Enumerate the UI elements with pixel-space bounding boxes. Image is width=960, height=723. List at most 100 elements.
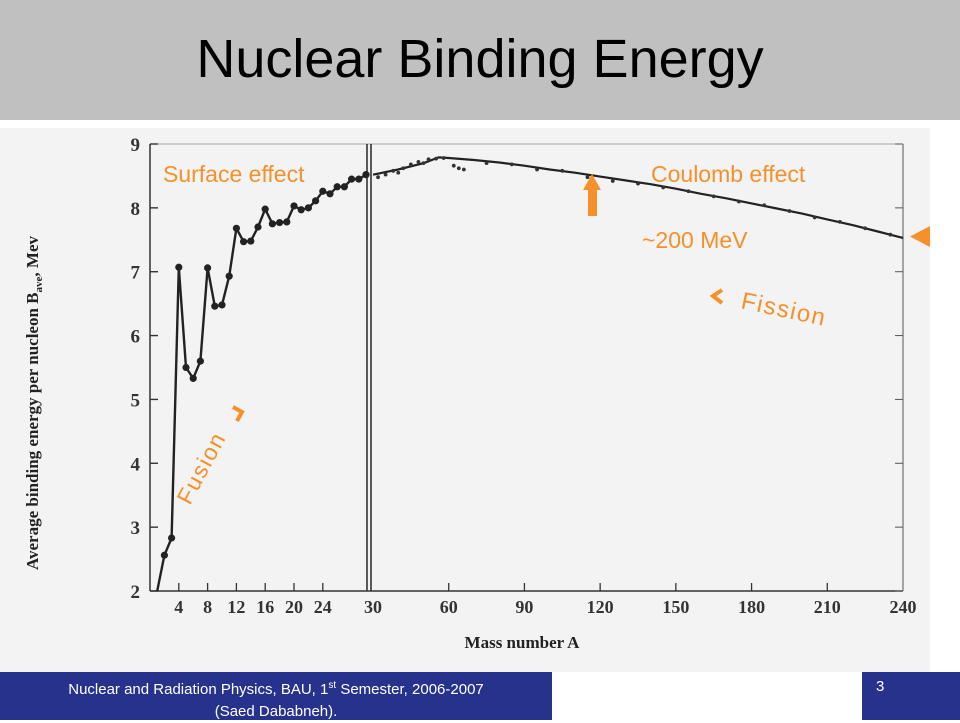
light-nucleus-point (362, 171, 370, 179)
x-tick-label: 4 (174, 597, 183, 617)
light-nucleus-point (326, 190, 334, 198)
x-tick-label: 120 (587, 597, 614, 617)
slide-title: Nuclear Binding Energy (196, 29, 764, 89)
right-edge-arrow-icon (910, 226, 930, 247)
heavy-nucleus-point (610, 179, 615, 183)
slide-footer: Nuclear and Radiation Physics, BAU, 1st … (0, 672, 960, 720)
heavy-nucleus-point (416, 159, 421, 164)
light-nucleus-point (261, 205, 269, 213)
light-nucleus-point (175, 263, 183, 271)
x-tick-label: 60 (440, 597, 458, 617)
light-nucleus-point (276, 218, 284, 227)
y-tick-label: 9 (131, 135, 141, 156)
x-axis-label: Mass number A (465, 633, 581, 652)
light-nucleus-point (283, 218, 291, 226)
x-tick-label: 12 (227, 597, 245, 617)
y-tick-label: 2 (131, 582, 141, 603)
x-tick-label: 150 (662, 597, 689, 617)
heavy-nucleus-point (408, 162, 413, 167)
light-nucleus-point (355, 175, 363, 183)
footer-superscript: st (328, 680, 337, 691)
energy-release-label: ~200 MeV (642, 227, 748, 253)
heavy-nucleus-point (421, 161, 426, 166)
footer-author: (Saed Dababneh). (214, 703, 338, 720)
heavy-nucleus-point (661, 185, 666, 190)
x-tick-label: 30 (364, 597, 382, 617)
light-nucleus-point (319, 187, 327, 195)
heavy-nucleus-point (636, 181, 640, 186)
fission-chevron-icon (709, 288, 724, 305)
heavy-nuclei-curve (372, 156, 904, 239)
y-tick-label: 8 (131, 199, 141, 220)
light-nucleus-point (348, 175, 356, 183)
page-number: 3 (876, 678, 885, 695)
light-nucleus-point (268, 220, 276, 228)
labels-layer: Average binding energy per nucleon Bave,… (23, 236, 580, 652)
heavy-nucleus-point (762, 203, 767, 208)
heavy-nucleus-point (509, 162, 514, 167)
heavy-nucleus-point (535, 167, 539, 172)
light-nucleus-point (312, 197, 320, 205)
light-nucleus-point (211, 302, 219, 310)
light-nucleus-point (204, 264, 212, 272)
y-axis-label-sub: ave (33, 276, 45, 292)
light-nucleus-point (333, 183, 341, 191)
x-tick-label: 180 (738, 597, 765, 617)
x-tick-label: 8 (203, 597, 212, 617)
heavy-nucleus-point (888, 232, 893, 237)
heavy-nucleus-point (737, 199, 741, 204)
heavy-nucleus-point (434, 156, 438, 161)
heavy-nucleus-point (863, 226, 868, 231)
heavy-nucleus-point (585, 175, 590, 180)
footer-citation: Nuclear and Radiation Physics, BAU, 1st … (0, 672, 552, 720)
y-tick-label: 7 (131, 263, 141, 284)
fusion-label: Fusion (171, 427, 231, 508)
fission-label: Fission (739, 287, 829, 331)
surface-effect-label: Surface effect (163, 161, 305, 187)
y-tick-label: 6 (131, 327, 141, 348)
y-axis-label-main: Average binding energy per nucleon B (23, 292, 42, 570)
heavy-nucleus-point (441, 156, 446, 160)
y-tick-label: 3 (131, 518, 141, 539)
light-nucleus-point (254, 223, 262, 231)
heavy-nucleus-point (451, 163, 456, 168)
coulomb-effect-label: Coulomb effect (651, 161, 806, 187)
title-band (0, 0, 960, 120)
light-nucleus-point (232, 224, 240, 232)
light-nucleus-point (247, 237, 255, 245)
heavy-nucleus-point (383, 172, 388, 177)
light-nucleus-point (160, 551, 168, 559)
coulomb-up-arrow-icon (583, 174, 601, 216)
x-tick-label: 24 (314, 597, 332, 617)
y-axis-label-unit: , Mev (23, 236, 42, 277)
heavy-nucleus-point (787, 209, 792, 213)
footer-page-box: 3 (862, 672, 960, 720)
light-nucleus-point (340, 183, 348, 191)
heavy-nucleus-point (376, 175, 380, 180)
heavy-nucleus-point (711, 194, 716, 199)
fusion-chevron-icon (232, 405, 245, 422)
light-nucleus-point (218, 301, 226, 309)
light-nucleus-point (290, 202, 298, 210)
heavy-nucleus-point (838, 220, 842, 224)
light-nucleus-point (182, 363, 190, 372)
x-tick-label: 210 (814, 597, 841, 617)
heavy-nucleus-point (391, 168, 396, 173)
light-nuclei-curve (156, 173, 367, 592)
binding-energy-figure: 2 3 4 5 6 7 8 9 4 8 12 16 20 24 30 60 90 120 150 180 210 240 … (0, 128, 930, 673)
heavy-nucleus-point (426, 157, 431, 162)
footer-spacer (552, 672, 862, 720)
light-nucleus-point (168, 534, 176, 542)
x-tick-label: 90 (515, 597, 533, 617)
annotation-layer: Surface effect Coulomb effect ~200 MeV F… (163, 161, 930, 508)
heavy-nucleus-point (484, 161, 489, 166)
light-nucleus-point (240, 238, 248, 246)
footer-line-1: Nuclear and Radiation Physics, BAU, 1st … (0, 675, 552, 701)
x-tick-label: 240 (890, 597, 917, 617)
heavy-nucleus-point (396, 170, 401, 175)
heavy-nucleus-point (461, 167, 466, 172)
light-nucleus-point (225, 272, 233, 280)
footer-course: Nuclear and Radiation Physics, BAU, 1 (68, 681, 329, 698)
x-tick-label: 16 (256, 597, 274, 617)
